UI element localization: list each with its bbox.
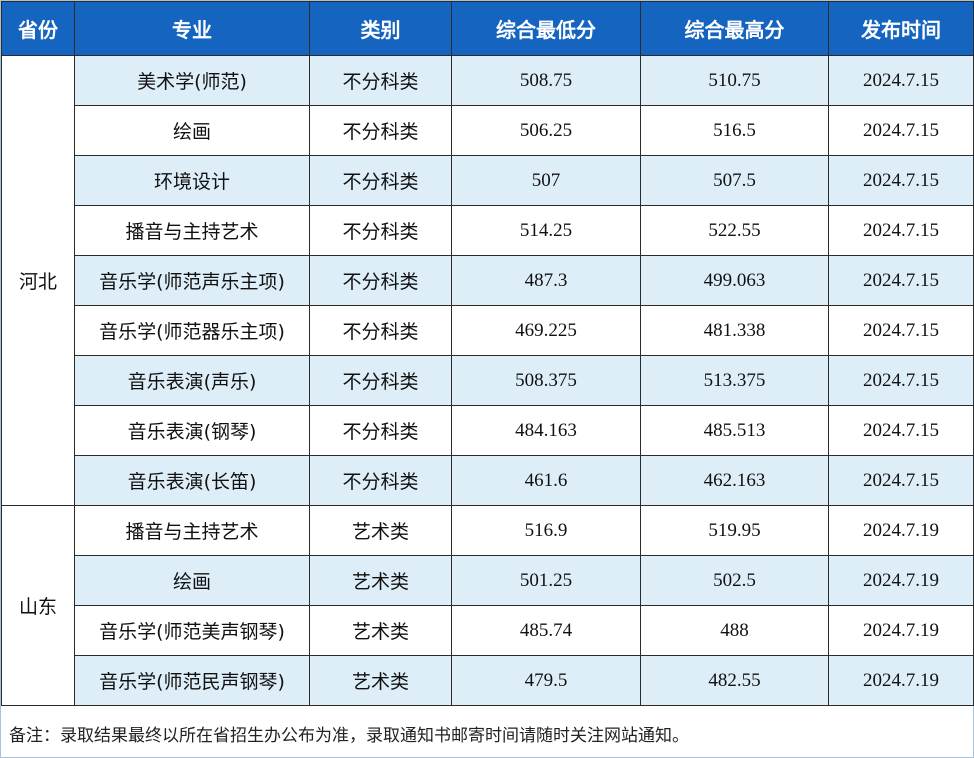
major-cell: 音乐表演(长笛) <box>74 455 310 506</box>
min-score-cell: 507 <box>451 155 641 206</box>
table-row: 音乐学(师范美声钢琴) 艺术类 485.74 488 2024.7.19 <box>2 605 974 656</box>
category-cell: 艺术类 <box>309 605 452 656</box>
major-cell: 音乐学(师范声乐主项) <box>74 255 310 306</box>
date-cell: 2024.7.15 <box>828 105 974 156</box>
header-category: 类别 <box>309 1 452 56</box>
min-score-cell: 508.375 <box>451 355 641 406</box>
header-publish-date: 发布时间 <box>828 1 974 56</box>
table-row: 播音与主持艺术 不分科类 514.25 522.55 2024.7.15 <box>2 205 974 256</box>
header-min-score: 综合最低分 <box>451 1 641 56</box>
major-cell: 播音与主持艺术 <box>74 505 310 556</box>
date-cell: 2024.7.19 <box>828 655 974 706</box>
min-score-cell: 461.6 <box>451 455 641 506</box>
category-cell: 不分科类 <box>309 455 452 506</box>
table-row: 音乐学(师范声乐主项) 不分科类 487.3 499.063 2024.7.15 <box>2 255 974 306</box>
min-score-cell: 508.75 <box>451 55 641 106</box>
table-row: 河北 美术学(师范) 不分科类 508.75 510.75 2024.7.15 <box>1 55 974 506</box>
category-cell: 不分科类 <box>309 105 452 156</box>
max-score-cell: 502.5 <box>640 555 829 606</box>
footnote: 备注：录取结果最终以所在省招生办公布为准，录取通知书邮寄时间请随时关注网站通知。 <box>9 726 689 746</box>
min-score-cell: 479.5 <box>451 655 641 706</box>
date-cell: 2024.7.15 <box>828 55 974 106</box>
max-score-cell: 488 <box>640 605 829 656</box>
max-score-cell: 513.375 <box>640 355 829 406</box>
max-score-cell: 507.5 <box>640 155 829 206</box>
category-cell: 艺术类 <box>309 655 452 706</box>
max-score-cell: 499.063 <box>640 255 829 306</box>
major-cell: 音乐学(师范器乐主项) <box>74 305 310 356</box>
min-score-cell: 487.3 <box>451 255 641 306</box>
table-row: 音乐表演(长笛) 不分科类 461.6 462.163 2024.7.15 <box>2 455 974 506</box>
date-cell: 2024.7.15 <box>828 255 974 306</box>
max-score-cell: 510.75 <box>640 55 829 106</box>
max-score-cell: 482.55 <box>640 655 829 706</box>
min-score-cell: 484.163 <box>451 405 641 456</box>
max-score-cell: 519.95 <box>640 505 829 556</box>
major-cell: 音乐学(师范美声钢琴) <box>74 605 310 656</box>
date-cell: 2024.7.15 <box>828 405 974 456</box>
header-max-score: 综合最高分 <box>640 1 829 56</box>
date-cell: 2024.7.15 <box>828 155 974 206</box>
category-cell: 不分科类 <box>309 305 452 356</box>
province-cell: 河北 <box>1 55 75 506</box>
major-cell: 环境设计 <box>74 155 310 206</box>
max-score-cell: 485.513 <box>640 405 829 456</box>
date-cell: 2024.7.19 <box>828 555 974 606</box>
date-cell: 2024.7.19 <box>828 505 974 556</box>
table-row: 音乐学(师范器乐主项) 不分科类 469.225 481.338 2024.7.… <box>2 305 974 356</box>
admission-score-table: 省份 专业 类别 综合最低分 综合最高分 发布时间 河北 美术学(师范) 不分科… <box>1 1 974 706</box>
table-row: 音乐表演(钢琴) 不分科类 484.163 485.513 2024.7.15 <box>2 405 974 456</box>
min-score-cell: 501.25 <box>451 555 641 606</box>
category-cell: 艺术类 <box>309 555 452 606</box>
category-cell: 不分科类 <box>309 355 452 406</box>
major-cell: 音乐学(师范民声钢琴) <box>74 655 310 706</box>
major-cell: 音乐表演(声乐) <box>74 355 310 406</box>
table-row: 环境设计 不分科类 507 507.5 2024.7.15 <box>2 155 974 206</box>
header-major: 专业 <box>74 1 310 56</box>
major-cell: 绘画 <box>74 105 310 156</box>
date-cell: 2024.7.15 <box>828 455 974 506</box>
table-header-row: 省份 专业 类别 综合最低分 综合最高分 发布时间 <box>1 1 974 56</box>
date-cell: 2024.7.15 <box>828 305 974 356</box>
category-cell: 不分科类 <box>309 55 452 106</box>
table-row: 音乐表演(声乐) 不分科类 508.375 513.375 2024.7.15 <box>2 355 974 406</box>
category-cell: 不分科类 <box>309 255 452 306</box>
date-cell: 2024.7.15 <box>828 205 974 256</box>
max-score-cell: 522.55 <box>640 205 829 256</box>
min-score-cell: 485.74 <box>451 605 641 656</box>
min-score-cell: 514.25 <box>451 205 641 256</box>
province-cell: 山东 <box>1 505 75 706</box>
category-cell: 艺术类 <box>309 505 452 556</box>
date-cell: 2024.7.15 <box>828 355 974 406</box>
table-row: 绘画 不分科类 506.25 516.5 2024.7.15 <box>2 105 974 156</box>
min-score-cell: 506.25 <box>451 105 641 156</box>
major-cell: 音乐表演(钢琴) <box>74 405 310 456</box>
header-province: 省份 <box>1 1 75 56</box>
category-cell: 不分科类 <box>309 155 452 206</box>
max-score-cell: 516.5 <box>640 105 829 156</box>
category-cell: 不分科类 <box>309 405 452 456</box>
major-cell: 美术学(师范) <box>74 55 310 106</box>
category-cell: 不分科类 <box>309 205 452 256</box>
min-score-cell: 516.9 <box>451 505 641 556</box>
max-score-cell: 462.163 <box>640 455 829 506</box>
major-cell: 绘画 <box>74 555 310 606</box>
max-score-cell: 481.338 <box>640 305 829 356</box>
table-row: 音乐学(师范民声钢琴) 艺术类 479.5 482.55 2024.7.19 <box>2 655 974 706</box>
major-cell: 播音与主持艺术 <box>74 205 310 256</box>
date-cell: 2024.7.19 <box>828 605 974 656</box>
table-row: 山东 播音与主持艺术 艺术类 516.9 519.95 2024.7.19 <box>1 505 974 706</box>
min-score-cell: 469.225 <box>451 305 641 356</box>
table-row: 绘画 艺术类 501.25 502.5 2024.7.19 <box>2 555 974 606</box>
